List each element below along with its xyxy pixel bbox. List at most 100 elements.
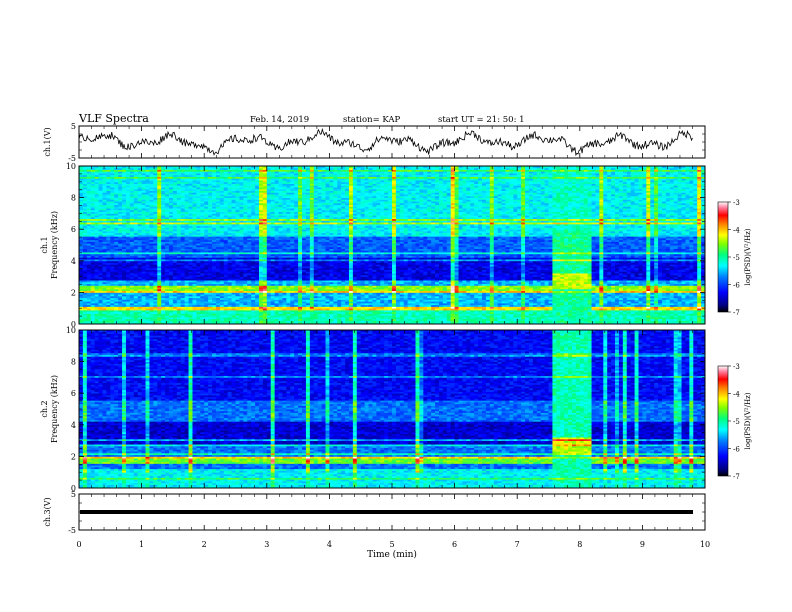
spectrogram-cell — [305, 304, 311, 307]
spectrogram-cell — [110, 304, 115, 307]
spectrogram-cell — [79, 295, 84, 299]
spectrogram-cell — [454, 301, 459, 304]
spectrogram-cell — [560, 297, 565, 300]
spectrogram-cell — [137, 295, 142, 299]
spectrogram-cell — [685, 313, 690, 316]
spectrogram-cell — [360, 301, 366, 304]
spectrogram-cell — [247, 318, 252, 321]
spectrogram-cell — [536, 295, 542, 299]
spectrogram-cell — [665, 318, 671, 321]
spectrogram-cell — [231, 318, 236, 321]
spectrogram-cell — [485, 302, 491, 306]
spectrogram-cell — [106, 320, 111, 323]
spectrogram-cell — [333, 315, 338, 318]
spectrogram-cell — [677, 313, 682, 316]
spectrogram-cell — [571, 304, 577, 307]
spectrogram-cell — [626, 299, 632, 302]
spectrogram-cell — [384, 306, 389, 309]
spectrogram-cell — [258, 316, 264, 320]
spectrogram-cell — [153, 311, 158, 314]
spectrogram-cell — [102, 322, 107, 325]
spectrogram-cell — [231, 320, 236, 323]
spectrogram-cell — [341, 308, 346, 311]
spectrogram-cell — [395, 308, 401, 311]
spectrogram-cell — [262, 302, 268, 306]
spectrogram-cell — [638, 294, 643, 297]
spectrogram-cell — [168, 315, 174, 318]
spectrogram-cell — [528, 318, 534, 321]
spectrogram-cell — [521, 322, 526, 325]
spectrogram-cell — [419, 316, 424, 320]
spectrogram-cell — [262, 292, 268, 295]
spectrogram-cell — [681, 306, 686, 309]
spectrogram-cell — [392, 322, 397, 325]
spectrogram-cell — [591, 297, 596, 300]
spectrogram-cell — [368, 299, 373, 302]
spectrogram-cell — [364, 313, 369, 316]
spectrogram-cell — [82, 301, 88, 304]
spectrogram-cell — [274, 297, 279, 300]
spectrogram-cell — [243, 308, 248, 311]
spectrogram-cell — [180, 308, 186, 311]
spectrogram-cell — [235, 320, 240, 323]
spectrogram-cell — [399, 318, 405, 321]
spectrogram-cell — [399, 322, 405, 325]
spectrogram-cell — [274, 302, 279, 306]
spectrogram-cell — [364, 311, 369, 314]
spectrogram-cell — [548, 316, 553, 320]
spectrogram-cell — [294, 306, 299, 309]
spectrogram-cell — [317, 299, 322, 302]
spectrogram-cell — [642, 295, 647, 299]
spectrogram-cell — [286, 308, 291, 311]
spectrogram-cell — [329, 313, 334, 316]
spectrogram-cell — [407, 301, 412, 304]
spectrogram-cell — [380, 313, 385, 316]
spectrogram-cell — [145, 308, 150, 311]
spectrogram-cell — [212, 302, 217, 306]
spectrogram-cell — [540, 302, 545, 306]
spectrogram-cell — [360, 318, 366, 321]
spectrogram-cell — [403, 301, 409, 304]
spectrogram-cell — [528, 322, 534, 325]
spectrogram-cell — [196, 316, 201, 320]
spectrogram-cell — [200, 316, 205, 320]
spectrogram-cell — [251, 309, 256, 313]
spectrogram-cell — [540, 304, 545, 307]
spectrogram-cell — [161, 313, 166, 316]
spectrogram-cell — [607, 322, 612, 325]
spectrogram-cell — [345, 294, 350, 297]
spectrogram-cell — [517, 306, 522, 309]
spectrogram-cell — [665, 308, 671, 311]
spectrogram-cell — [368, 322, 373, 325]
spectrogram-cell — [489, 313, 495, 316]
spectrogram-cell — [270, 306, 276, 309]
spectrogram-cell — [568, 316, 573, 320]
spectrogram-cell — [184, 309, 189, 313]
spectrogram-cell — [329, 306, 334, 309]
spectrogram-cell — [208, 320, 213, 323]
spectrogram-cell — [380, 308, 385, 311]
spectrogram-cell — [352, 295, 358, 299]
spectrogram-cell — [333, 322, 338, 325]
spectrogram-cell — [615, 295, 620, 299]
spectrogram-cell — [125, 292, 131, 295]
spectrogram-cell — [141, 295, 146, 299]
spectrogram-cell — [435, 313, 440, 316]
spectrogram-cell — [290, 308, 295, 311]
spectrogram-cell — [118, 299, 123, 302]
spectrogram-cell — [571, 320, 577, 323]
spectrogram-cell — [196, 318, 201, 321]
spectrogram-cell — [219, 295, 225, 299]
spectrogram-cell — [266, 297, 272, 300]
spectrogram-cell — [388, 316, 393, 320]
spectrogram-cell — [466, 308, 471, 311]
spectrogram-cell — [544, 320, 549, 323]
spectrogram-cell — [419, 315, 424, 318]
spectrogram-cell — [129, 292, 135, 295]
spectrogram-cell — [661, 302, 667, 306]
spectrogram-cell — [86, 320, 92, 323]
spectrogram-cell — [658, 308, 663, 311]
spectrogram-cell — [192, 309, 197, 313]
spectrogram-cell — [693, 308, 698, 311]
spectrogram-cell — [669, 309, 675, 313]
